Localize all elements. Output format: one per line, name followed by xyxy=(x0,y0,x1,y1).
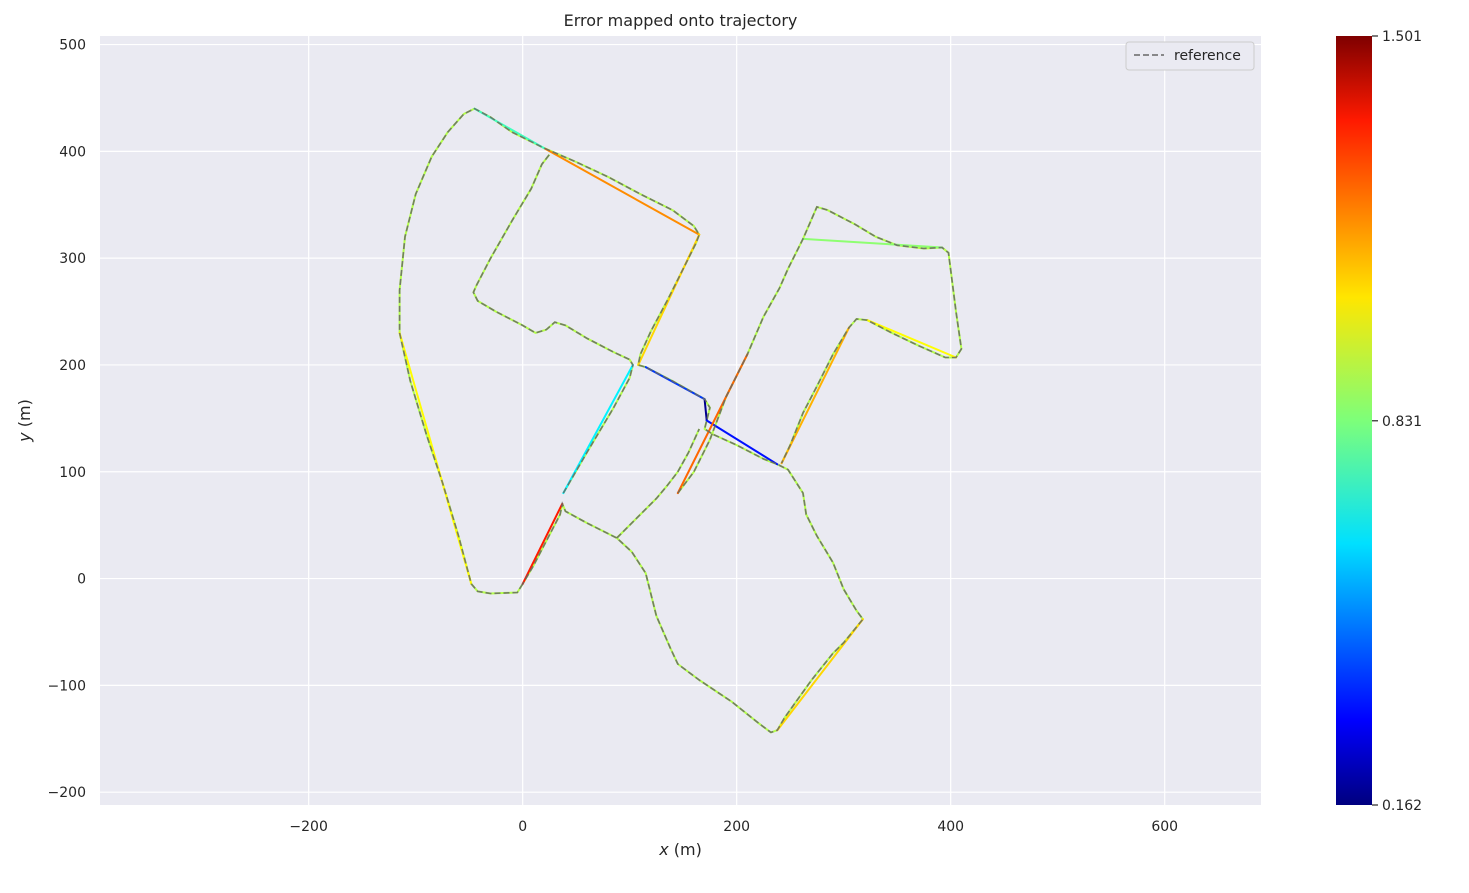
y-axis-label: y (m) xyxy=(15,399,34,443)
y-tick-label: −100 xyxy=(48,678,86,694)
y-tick-label: 200 xyxy=(59,358,86,374)
error-segment xyxy=(802,237,944,249)
legend-label: reference xyxy=(1174,48,1241,64)
colorbar-tick-label: 1.501 xyxy=(1382,29,1422,45)
x-tick-label: 200 xyxy=(723,819,750,835)
y-tick-label: 100 xyxy=(59,465,86,481)
trajectory-lines xyxy=(398,107,963,734)
legend: reference xyxy=(1125,41,1255,71)
error-segment xyxy=(562,363,634,495)
reference-line xyxy=(616,428,700,539)
error-segment xyxy=(521,502,564,585)
x-axis-label: x (m) xyxy=(658,840,702,859)
reference-line xyxy=(677,205,963,494)
reference-line xyxy=(472,154,634,494)
x-axis-unit: (m) xyxy=(669,840,702,859)
colorbar-gradient xyxy=(1336,36,1372,805)
chart-title: Error mapped onto trajectory xyxy=(564,11,798,30)
colorbar-ticks: 1.501 0.831 0.162 xyxy=(1372,29,1422,814)
colorbar-tick-label: 0.831 xyxy=(1382,414,1422,430)
y-tick-label: −200 xyxy=(48,785,86,801)
legend-box xyxy=(1125,41,1255,71)
reference-line xyxy=(398,107,864,734)
error-segment xyxy=(703,398,708,422)
y-axis-unit: (m) xyxy=(15,399,34,432)
y-ticks: −200 −100 0 100 200 300 400 500 xyxy=(48,38,86,802)
y-tick-label: 300 xyxy=(59,251,86,267)
error-segment xyxy=(780,326,851,465)
x-tick-label: 600 xyxy=(1151,819,1178,835)
error-segment xyxy=(866,319,958,359)
colorbar: 1.501 0.831 0.162 xyxy=(1336,29,1422,814)
plot-background xyxy=(100,36,1261,805)
x-axis-var: x xyxy=(658,840,669,859)
y-tick-label: 500 xyxy=(59,38,86,54)
x-ticks: −200 0 200 400 600 xyxy=(289,819,1178,835)
y-tick-label: 400 xyxy=(59,144,86,160)
x-tick-label: −200 xyxy=(289,819,327,835)
x-tick-label: 0 xyxy=(518,819,527,835)
error-segment xyxy=(543,147,701,236)
x-tick-label: 400 xyxy=(937,819,964,835)
grid-lines xyxy=(100,36,1261,805)
plot-area xyxy=(100,36,1261,805)
error-segment xyxy=(705,419,779,466)
y-axis-var: y xyxy=(15,432,34,443)
colorbar-tick-label: 0.162 xyxy=(1382,798,1422,814)
y-tick-label: 0 xyxy=(77,572,86,588)
